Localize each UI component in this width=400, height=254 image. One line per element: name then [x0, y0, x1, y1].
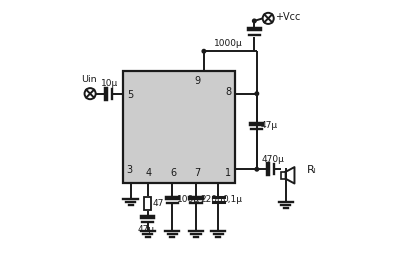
Text: 1: 1 — [226, 168, 232, 178]
Text: +Vcc: +Vcc — [275, 12, 301, 22]
Text: Rₗ: Rₗ — [307, 166, 317, 176]
Text: 1000μ: 1000μ — [214, 39, 242, 48]
Circle shape — [252, 19, 256, 23]
Text: 47: 47 — [153, 199, 164, 208]
Text: Uin: Uin — [81, 75, 97, 84]
Text: 3: 3 — [127, 165, 133, 175]
Bar — [281, 172, 286, 179]
Text: 470μ: 470μ — [261, 155, 284, 164]
Text: 8: 8 — [226, 87, 232, 97]
Circle shape — [255, 92, 259, 96]
Text: 100μ: 100μ — [176, 195, 200, 204]
Circle shape — [202, 50, 206, 53]
Text: 47μ: 47μ — [261, 121, 278, 130]
Text: 5: 5 — [127, 90, 133, 100]
Text: 47μ: 47μ — [138, 225, 155, 233]
Text: 7: 7 — [194, 168, 200, 178]
Text: 6: 6 — [171, 168, 177, 178]
Text: 0,1μ: 0,1μ — [222, 195, 242, 204]
Text: 10μ: 10μ — [101, 79, 118, 88]
Circle shape — [255, 167, 259, 171]
Text: 220μ: 220μ — [200, 195, 223, 204]
Bar — [123, 71, 235, 183]
Text: 9: 9 — [194, 76, 200, 86]
Text: 4: 4 — [146, 168, 152, 178]
Bar — [144, 197, 151, 211]
